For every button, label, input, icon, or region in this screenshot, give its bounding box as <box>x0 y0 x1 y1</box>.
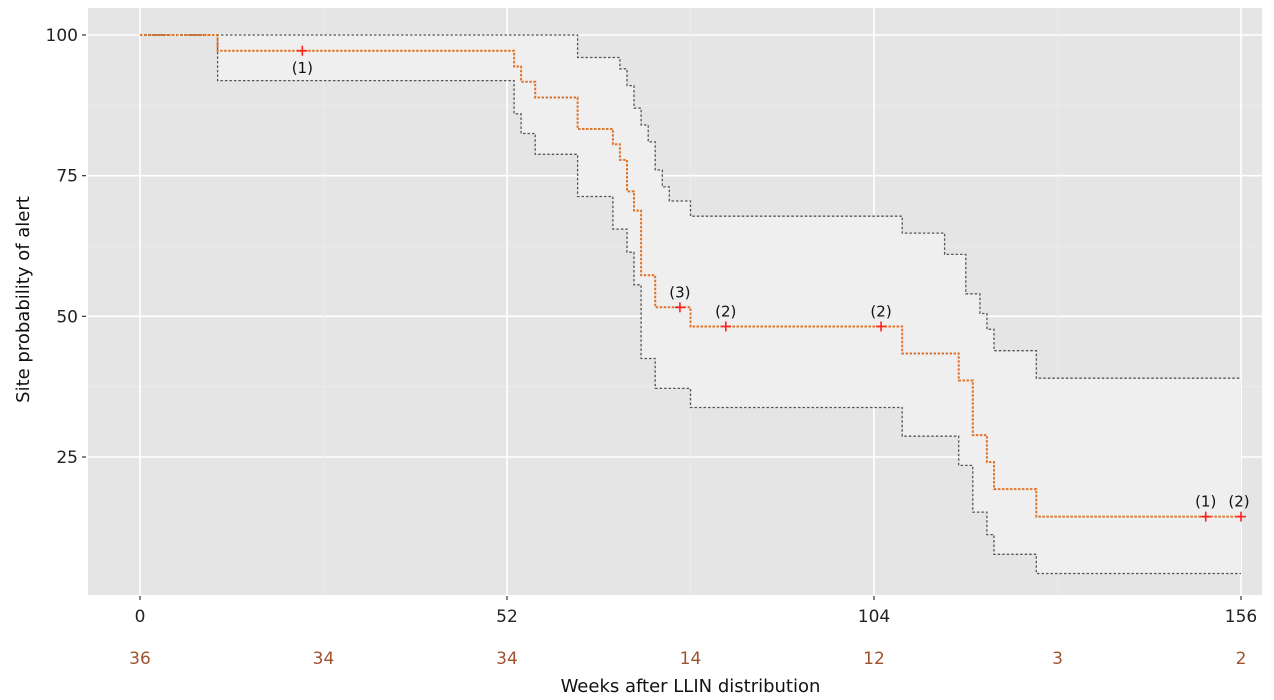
x-tick-label: 156 <box>1225 607 1257 627</box>
x-axis-title: Weeks after LLIN distribution <box>561 676 821 697</box>
y-tick-label: 100 <box>46 26 78 46</box>
number-at-risk-value: 36 <box>129 649 151 669</box>
number-at-risk-value: 14 <box>680 649 702 669</box>
censor-count-label: (1) <box>1195 493 1216 511</box>
lower-ci-line <box>140 34 1241 575</box>
censor-count-label: (2) <box>715 302 736 320</box>
y-tick-label: 50 <box>56 307 78 327</box>
x-tick-label: 0 <box>135 607 146 627</box>
censor-count-label: (2) <box>1228 493 1249 511</box>
censor-count-label: (1) <box>292 59 313 77</box>
censor-count-label: (3) <box>669 283 690 301</box>
number-at-risk-value: 34 <box>496 649 518 669</box>
confidence-band <box>140 35 1241 574</box>
x-tick-label: 104 <box>858 607 890 627</box>
number-at-risk-row: 36 34 34 14 12 3 2 <box>129 649 1246 669</box>
number-at-risk-value: 12 <box>863 649 885 669</box>
censor-count-label: (2) <box>870 302 891 320</box>
x-axis-ticks: 0 52 104 156 <box>135 596 1257 627</box>
y-tick-label: 75 <box>56 167 78 187</box>
x-tick-label: 52 <box>496 607 518 627</box>
censor-marks: (1) (3) (2) (2) (1) (2) <box>292 45 1250 522</box>
survival-estimate-line <box>140 34 1241 518</box>
y-axis-ticks: 25 50 75 100 <box>46 26 86 468</box>
y-tick-label: 25 <box>56 448 78 468</box>
number-at-risk-value: 34 <box>313 649 335 669</box>
number-at-risk-value: 3 <box>1052 649 1063 669</box>
number-at-risk-value: 2 <box>1236 649 1247 669</box>
y-axis-title: Site probability of alert <box>13 196 34 403</box>
